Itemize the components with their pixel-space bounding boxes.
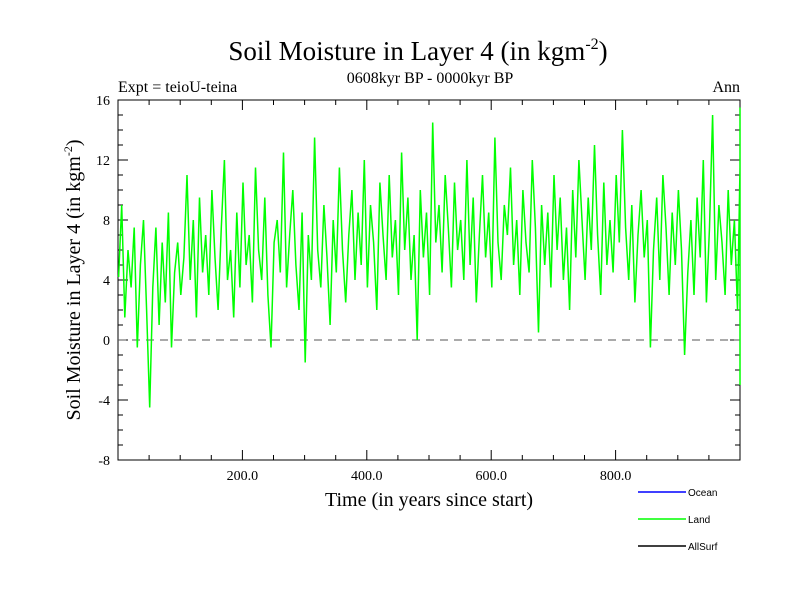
chart-title: Soil Moisture in Layer 4 (in kgm-2)	[228, 36, 607, 66]
x-tick-label: 200.0	[227, 469, 259, 484]
y-axis-label-text: Soil Moisture in Layer 4 (in kgm	[63, 156, 85, 421]
x-tick-label: 600.0	[475, 469, 507, 484]
y-tick-label: -8	[98, 454, 110, 469]
legend-label-ocean: Ocean	[688, 488, 717, 499]
x-tick-label: 800.0	[600, 469, 632, 484]
y-tick-label: -4	[98, 394, 110, 409]
y-tick-label: 16	[96, 94, 110, 109]
season-label: Ann	[712, 79, 740, 96]
x-axis: 200.0 400.0 600.0 800.0	[227, 100, 632, 484]
y-axis: -8 -4 0 4 8 12 16	[96, 94, 740, 469]
chart-title-text: Soil Moisture in Layer 4 (in kgm	[228, 36, 585, 66]
y-tick-label: 0	[103, 334, 110, 349]
x-tick-label: 400.0	[351, 469, 383, 484]
y-axis-label: Soil Moisture in Layer 4 (in kgm-2)	[61, 139, 85, 420]
chart-title-superscript: -2	[585, 36, 598, 53]
series-line-land	[117, 107, 741, 408]
y-tick-label: 12	[96, 154, 110, 169]
legend-label-allsurf: AllSurf	[688, 542, 718, 553]
y-tick-label: 8	[103, 214, 110, 229]
y-tick-label: 4	[103, 274, 110, 289]
y-axis-label-close: )	[63, 139, 85, 146]
legend: Ocean Land AllSurf	[638, 488, 718, 553]
x-axis-label: Time (in years since start)	[325, 489, 533, 511]
minor-ticks	[118, 100, 740, 460]
y-axis-label-superscript: -2	[61, 146, 75, 156]
chart-title-close: )	[599, 36, 608, 66]
chart-subtitle: 0608kyr BP - 0000kyr BP	[347, 70, 514, 87]
experiment-label: Expt = teioU-teina	[118, 79, 237, 96]
legend-label-land: Land	[688, 515, 710, 526]
